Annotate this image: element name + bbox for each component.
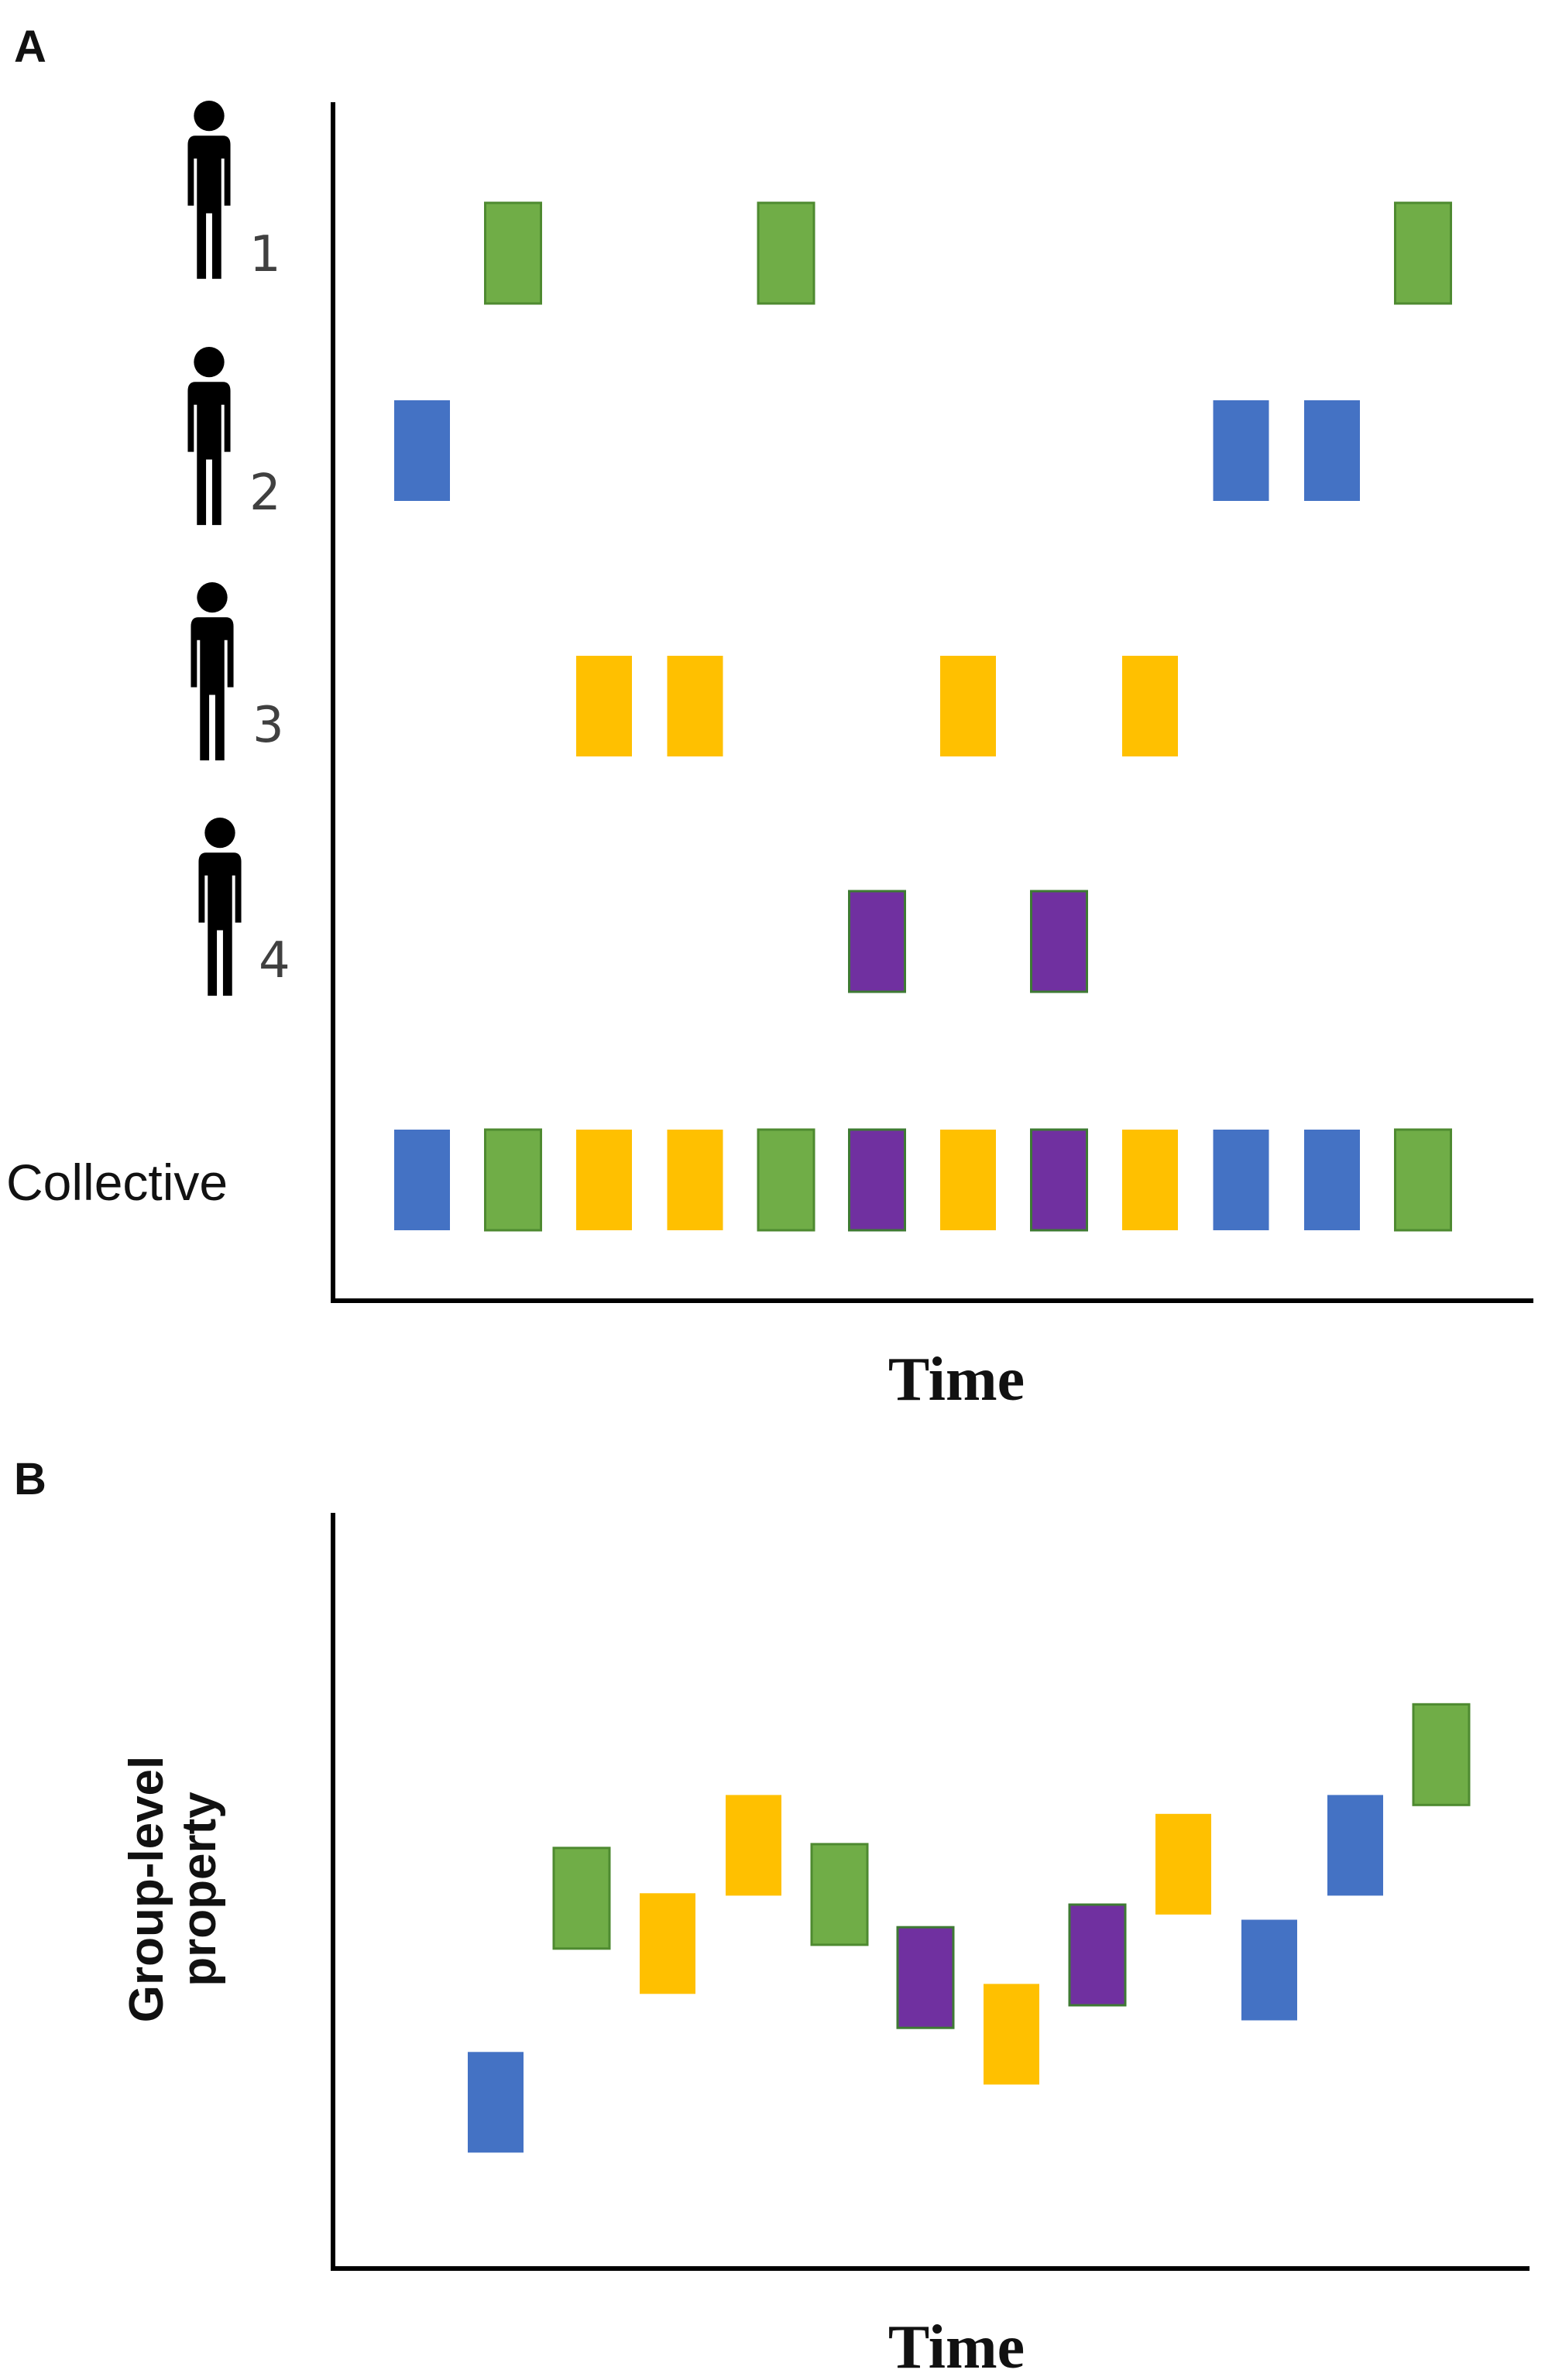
person-1-label: 1 — [249, 226, 281, 283]
panel-a-x-axis-title: Time — [888, 1346, 1025, 1414]
panel-a-axes — [331, 102, 1533, 1303]
collective-event-t6 — [848, 1128, 906, 1232]
panel-b-letter: B — [14, 1454, 46, 1504]
person-3-event-t3 — [576, 656, 632, 756]
collective-event-t8 — [1030, 1128, 1088, 1232]
person-1-event-t12 — [1394, 201, 1452, 305]
person-1-icon — [187, 100, 231, 279]
collective-event-t7 — [940, 1130, 996, 1230]
person-3-label: 3 — [252, 697, 284, 754]
group-property-mark-t10 — [1241, 1919, 1297, 2021]
group-property-mark-t11 — [1327, 1795, 1383, 1896]
group-property-mark-t6 — [896, 1926, 955, 2029]
person-4-icon — [198, 817, 242, 996]
group-property-mark-t2 — [552, 1847, 611, 1950]
collective-event-t12 — [1394, 1128, 1452, 1232]
person-3-icon — [191, 581, 234, 761]
person-3-event-t9 — [1122, 656, 1178, 756]
group-property-mark-t8 — [1068, 1903, 1127, 2007]
group-property-mark-t3 — [640, 1893, 695, 1994]
collective-event-t4 — [667, 1130, 723, 1230]
collective-event-t2 — [484, 1128, 542, 1232]
group-property-mark-t7 — [984, 1984, 1039, 2085]
panel-b-axes — [331, 1513, 1530, 2271]
person-4-event-t8 — [1030, 890, 1088, 993]
person-3-event-t7 — [940, 656, 996, 756]
person-1-event-t2 — [484, 201, 542, 305]
person-2-label: 2 — [249, 465, 281, 522]
person-1-event-t5 — [757, 201, 815, 305]
collective-event-t11 — [1304, 1130, 1360, 1230]
panel-a-letter: A — [14, 22, 46, 72]
group-property-mark-t9 — [1155, 1813, 1211, 1915]
group-property-mark-t4 — [726, 1795, 781, 1896]
person-2-icon — [187, 346, 231, 526]
person-3-event-t4 — [667, 656, 723, 756]
collective-label: Collective — [6, 1154, 228, 1211]
panel-a-marks — [394, 201, 1452, 1232]
person-4-label: 4 — [259, 932, 290, 989]
group-property-mark-t1 — [468, 2052, 524, 2153]
panel-b-y-axis-title-line2: property — [173, 1792, 226, 1987]
panel-b-marks — [468, 1703, 1471, 2153]
collective-event-t10 — [1213, 1130, 1269, 1230]
collective-event-t9 — [1122, 1130, 1178, 1230]
person-2-event-t1 — [394, 400, 450, 501]
group-property-mark-t12 — [1412, 1703, 1471, 1806]
person-4-event-t6 — [848, 890, 906, 993]
collective-event-t3 — [576, 1130, 632, 1230]
group-property-mark-t5 — [810, 1843, 869, 1946]
panel-b-x-axis-title: Time — [888, 2313, 1025, 2380]
collective-event-t5 — [757, 1128, 815, 1232]
collective-event-t1 — [394, 1130, 450, 1230]
panel-b-y-axis-title-line1: Group-level — [120, 1756, 173, 2023]
person-2-event-t10 — [1213, 400, 1269, 501]
person-2-event-t11 — [1304, 400, 1360, 501]
